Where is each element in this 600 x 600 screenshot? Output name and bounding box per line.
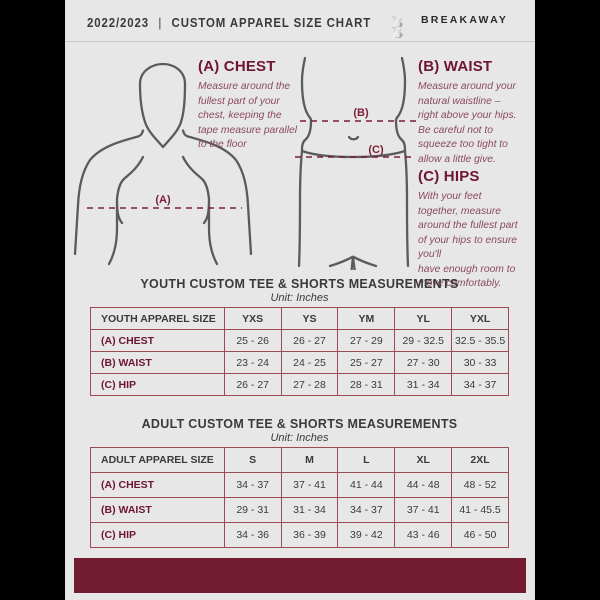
svg-text:(C): (C) [368, 144, 384, 156]
svg-text:B: B [392, 23, 403, 40]
svg-text:(A): (A) [155, 194, 171, 206]
svg-text:(B): (B) [353, 107, 369, 119]
